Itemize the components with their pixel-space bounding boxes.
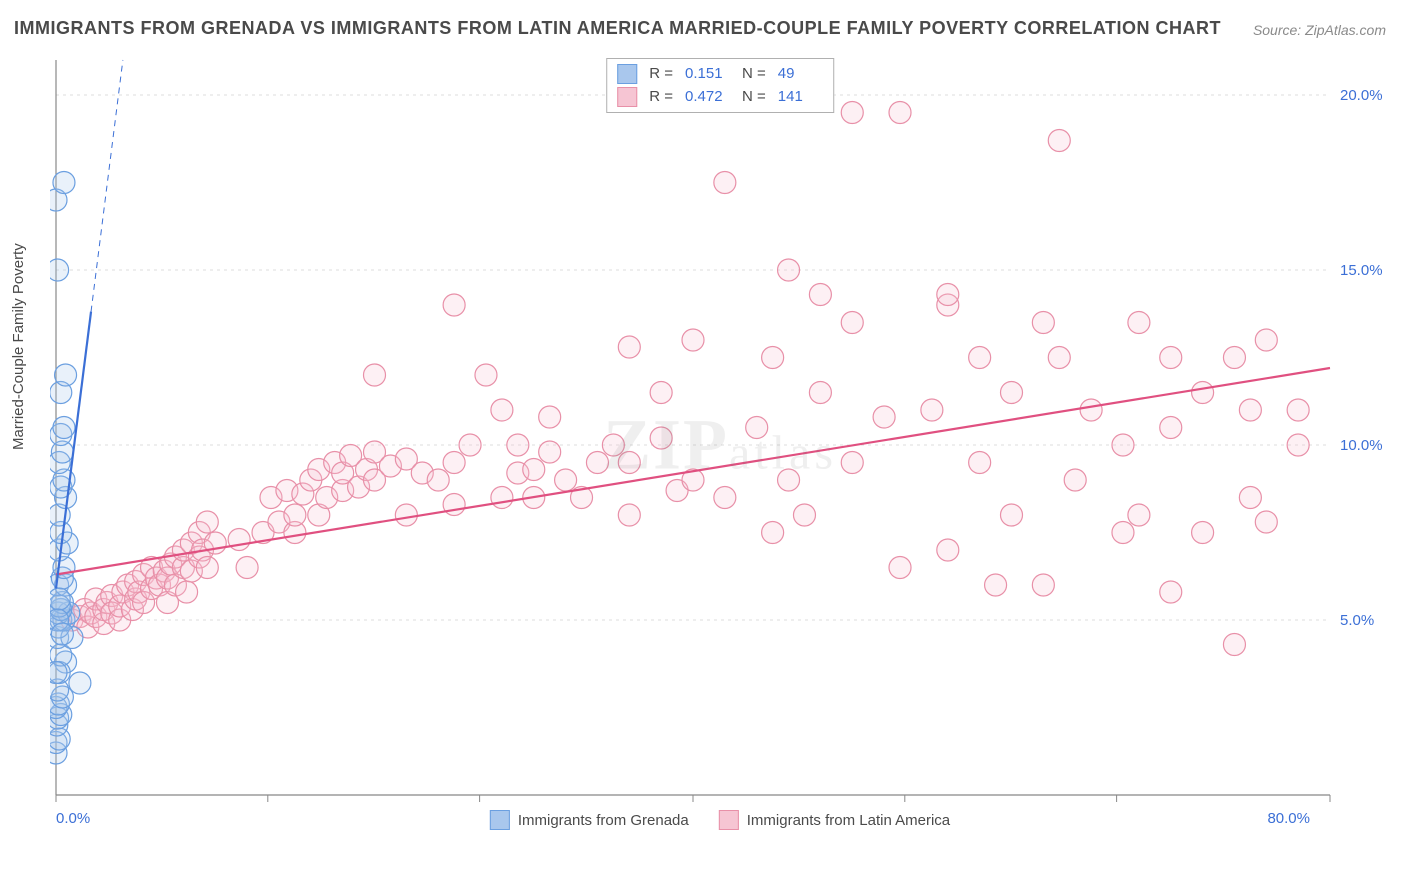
svg-text:20.0%: 20.0% <box>1340 87 1383 104</box>
r-value-2: 0.472 <box>685 86 730 109</box>
legend-stats-row-2: R = 0.472 N = 141 <box>617 86 823 109</box>
legend-label-latin-america: Immigrants from Latin America <box>747 812 950 829</box>
svg-text:15.0%: 15.0% <box>1340 262 1383 279</box>
swatch-latin-america-bottom <box>719 810 739 830</box>
legend-stats-row-1: R = 0.151 N = 49 <box>617 63 823 86</box>
n-value-2: 141 <box>778 86 823 109</box>
y-axis-label: Married-Couple Family Poverty <box>10 243 27 450</box>
n-label-2: N = <box>742 86 766 109</box>
svg-text:5.0%: 5.0% <box>1340 612 1374 629</box>
swatch-grenada-bottom <box>490 810 510 830</box>
legend-bottom: Immigrants from Grenada Immigrants from … <box>490 810 950 830</box>
plot-area: 5.0%10.0%15.0%20.0%0.0%80.0% ZIPatlas R … <box>50 55 1390 835</box>
svg-text:0.0%: 0.0% <box>56 810 90 827</box>
svg-text:80.0%: 80.0% <box>1267 810 1310 827</box>
swatch-grenada <box>617 64 637 84</box>
r-value-1: 0.151 <box>685 63 730 86</box>
n-label: N = <box>742 63 766 86</box>
legend-item-grenada: Immigrants from Grenada <box>490 810 689 830</box>
chart-container: IMMIGRANTS FROM GRENADA VS IMMIGRANTS FR… <box>0 0 1406 892</box>
legend-item-latin-america: Immigrants from Latin America <box>719 810 950 830</box>
swatch-latin-america <box>617 87 637 107</box>
n-value-1: 49 <box>778 63 823 86</box>
chart-title: IMMIGRANTS FROM GRENADA VS IMMIGRANTS FR… <box>14 18 1221 39</box>
r-label: R = <box>649 63 673 86</box>
source-label: Source: ZipAtlas.com <box>1253 22 1386 38</box>
r-label-2: R = <box>649 86 673 109</box>
plot-svg: 5.0% 10.0% 15.0% 20.0% 0.0% 80.0% <box>50 55 1390 835</box>
svg-text:10.0%: 10.0% <box>1340 437 1383 454</box>
legend-label-grenada: Immigrants from Grenada <box>518 812 689 829</box>
legend-stats-box: R = 0.151 N = 49 R = 0.472 N = 141 <box>606 58 834 113</box>
